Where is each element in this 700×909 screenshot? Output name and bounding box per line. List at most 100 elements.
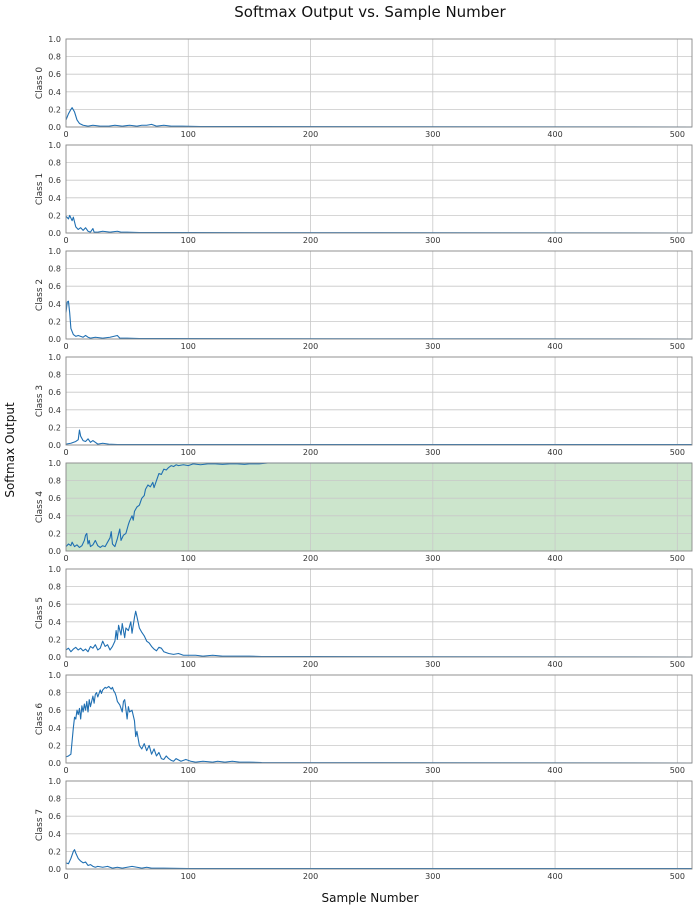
x-tick-label: 100 (181, 342, 196, 351)
y-tick-label: 0.8 (48, 795, 61, 804)
y-tick-label: 0.0 (48, 865, 61, 874)
y-tick-label: 0.8 (48, 371, 61, 380)
y-tick-label: 1.0 (48, 247, 61, 256)
y-tick-label: 0.6 (48, 812, 61, 821)
x-tick-label: 300 (425, 872, 440, 881)
panel-class-6: 0.0 0.2 0.4 0.6 0.8 1.0 0 100 200 300 400 500 Class … (35, 671, 693, 775)
panel-highlight-background (66, 463, 692, 551)
x-tick-label: 100 (181, 448, 196, 457)
panel-label: Class 4 (35, 491, 45, 524)
x-tick-label: 0 (63, 554, 68, 563)
panel-class-7: 0.0 0.2 0.4 0.6 0.8 1.0 0 100 200 300 400 500 Class … (35, 777, 693, 881)
panel-frame (65, 462, 693, 552)
panel-frame (65, 250, 693, 340)
x-tick-label: 300 (425, 448, 440, 457)
series-line-class-4 (65, 462, 692, 549)
x-tick-label: 500 (670, 660, 685, 669)
x-tick-label: 100 (181, 130, 196, 139)
y-tick-label: 0.2 (48, 741, 61, 750)
panel-label: Class 2 (35, 279, 45, 311)
y-tick-label: 0.4 (48, 830, 61, 839)
y-tick-label: 0.2 (48, 847, 61, 856)
y-tick-label: 0.6 (48, 282, 61, 291)
panel-background (66, 145, 692, 233)
y-tick-label: 0.0 (48, 335, 61, 344)
y-tick-label: 0.6 (48, 494, 61, 503)
series-line-class-3 (65, 429, 692, 446)
y-tick-label: 0.4 (48, 512, 61, 521)
panel-label: Class 7 (35, 809, 45, 841)
panel-label: Class 1 (35, 173, 45, 205)
y-tick-label: 0.6 (48, 706, 61, 715)
x-tick-label: 200 (303, 130, 318, 139)
x-tick-label: 400 (547, 660, 562, 669)
x-tick-label: 300 (425, 342, 440, 351)
series-line-class-6 (65, 685, 693, 764)
y-tick-label: 0.2 (48, 423, 61, 432)
y-tick-label: 0.2 (48, 635, 61, 644)
x-tick-label: 200 (303, 554, 318, 563)
y-tick-label: 1.0 (48, 353, 61, 362)
series-line-class-7 (65, 849, 692, 870)
x-tick-label: 400 (547, 342, 562, 351)
x-tick-label: 200 (303, 448, 318, 457)
panel-frame (65, 144, 693, 234)
y-tick-label: 0.6 (48, 176, 61, 185)
y-tick-label: 0.2 (48, 529, 61, 538)
x-tick-label: 0 (63, 872, 68, 881)
panel-class-5: 0.0 0.2 0.4 0.6 0.8 1.0 0 100 200 300 400 500 Class … (35, 565, 693, 669)
y-tick-label: 1.0 (48, 671, 61, 680)
y-tick-label: 0.6 (48, 70, 61, 79)
panels-group: 0.00.20.40.60.81.00 100 200 300 400 500Class … (35, 35, 693, 881)
x-tick-label: 100 (181, 660, 196, 669)
x-tick-label: 300 (425, 130, 440, 139)
y-tick-label: 0.8 (48, 53, 61, 62)
y-tick-label: 0.4 (48, 406, 61, 415)
x-tick-label: 200 (303, 766, 318, 775)
x-tick-label: 0 (63, 130, 68, 139)
x-tick-label: 200 (303, 872, 318, 881)
panel-class-1: 0.0 0.2 0.4 0.6 0.8 1.0 0 100 200 300 400 500 Class … (35, 141, 693, 245)
x-tick-label: 100 (181, 872, 196, 881)
panel-background (66, 675, 692, 763)
y-tick-label: 0.4 (48, 300, 61, 309)
y-tick-label: 0.8 (48, 477, 61, 486)
x-tick-label: 200 (303, 660, 318, 669)
panel-label: Class 3 (35, 385, 45, 417)
panel-frame (65, 780, 693, 870)
x-tick-label: 500 (670, 872, 685, 881)
x-tick-label: 500 (670, 130, 685, 139)
x-tick-label: 0 (63, 766, 68, 775)
panel-frame (65, 38, 693, 128)
panel-background (66, 357, 692, 445)
y-tick-label: 0.0 (48, 759, 61, 768)
y-tick-label: 0.4 (48, 194, 61, 203)
x-tick-label: 400 (547, 554, 562, 563)
panel-class-3: 0.0 0.2 0.4 0.6 0.8 1.0 0 100 200 300 400 500 Class … (35, 353, 693, 457)
panel-background (66, 39, 692, 127)
x-tick-label: 500 (670, 236, 685, 245)
y-tick-label: 0.2 (48, 317, 61, 326)
panel-background (66, 569, 692, 657)
x-tick-label: 500 (670, 448, 685, 457)
series-line-class-1 (65, 214, 693, 234)
y-tick-label: 0.0 (48, 653, 61, 662)
y-tick-label: 0.6 (48, 388, 61, 397)
x-tick-label: 200 (303, 342, 318, 351)
y-tick-label: 0.0 (48, 441, 61, 450)
y-tick-label: 0.4 (48, 618, 61, 627)
x-tick-label: 400 (547, 766, 562, 775)
y-tick-label: 0.8 (48, 583, 61, 592)
panel-label: Class 5 (35, 597, 45, 629)
x-tick-label: 100 (181, 766, 196, 775)
y-tick-label: 0.0 (48, 229, 61, 238)
panel-frame (65, 356, 693, 446)
x-tick-label: 400 (547, 236, 562, 245)
y-tick-label: 0.8 (48, 689, 61, 698)
y-tick-label: 0.2 (48, 105, 61, 114)
y-tick-label: 1.0 (48, 35, 61, 44)
panel-class-4: 0.0 0.2 0.4 0.6 0.8 1.0 0 100 200 300 400 500 Class … (35, 459, 693, 563)
x-tick-label: 0 (63, 236, 68, 245)
x-tick-label: 400 (547, 872, 562, 881)
